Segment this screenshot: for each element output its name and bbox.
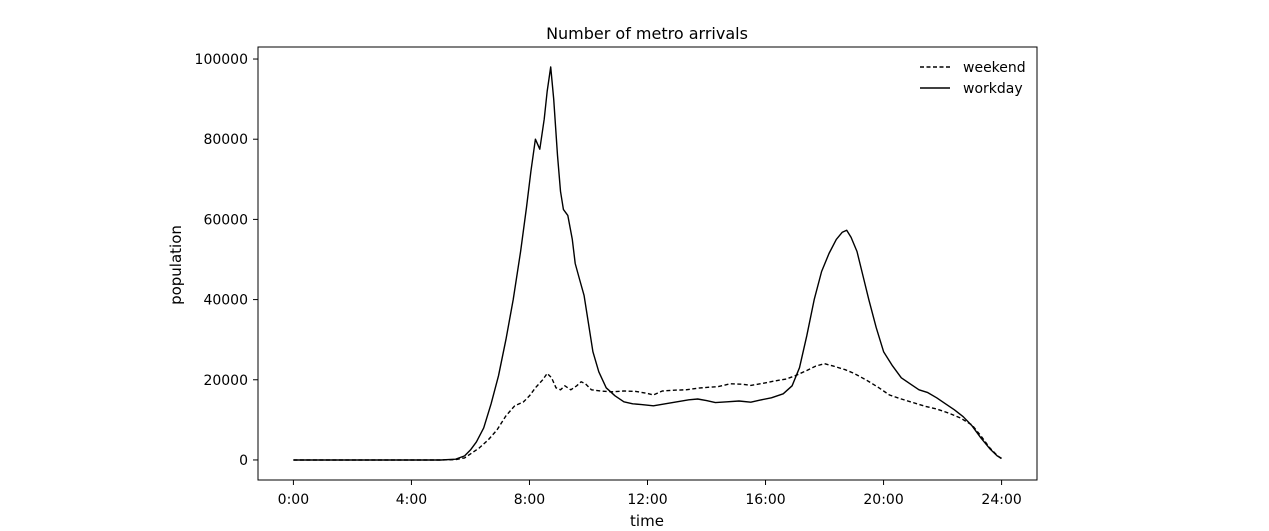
- y-tick-label: 40000: [203, 293, 248, 309]
- x-tick-label: 16:00: [745, 492, 785, 508]
- x-tick-label: 20:00: [863, 492, 903, 508]
- series-line-workday: [293, 66, 1002, 461]
- legend-label-weekend: weekend: [963, 60, 1026, 76]
- x-tick-label: 8:00: [514, 492, 545, 508]
- y-tick-label: 60000: [203, 212, 248, 228]
- x-axis-label: time: [630, 512, 664, 530]
- x-tick-label: 4:00: [396, 492, 427, 508]
- legend: weekend workday: [920, 60, 1026, 97]
- plot-frame: [257, 46, 1038, 481]
- y-axis: 0 20000 40000 60000 80000 100000: [195, 52, 258, 469]
- y-axis-label: population: [167, 225, 185, 305]
- chart-title: Number of metro arrivals: [546, 24, 748, 43]
- y-tick-label: 20000: [203, 373, 248, 389]
- y-tick-label: 0: [239, 453, 248, 469]
- x-tick-label: 12:00: [627, 492, 667, 508]
- legend-label-workday: workday: [963, 81, 1023, 97]
- y-tick-label: 80000: [203, 132, 248, 148]
- y-tick-label: 100000: [195, 52, 248, 68]
- series-layer: [293, 66, 1003, 461]
- x-tick-label: 0:00: [278, 492, 309, 508]
- series-line-weekend: [293, 363, 1003, 461]
- x-axis: 0:00 4:00 8:00 12:00 16:00 20:00 24:00: [278, 480, 1022, 508]
- x-tick-label: 24:00: [981, 492, 1021, 508]
